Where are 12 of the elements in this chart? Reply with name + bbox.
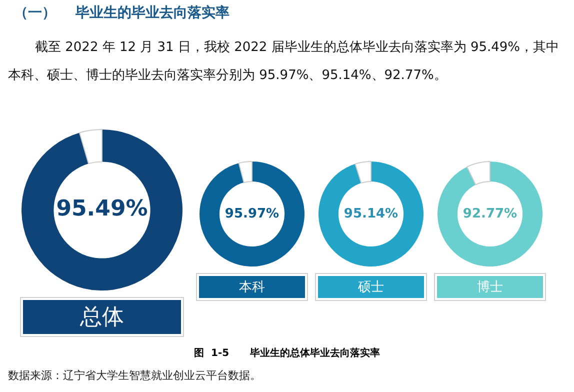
- data-label: 95.14%: [344, 206, 398, 222]
- text: 硕士: [318, 276, 424, 298]
- text: 本科: [199, 276, 305, 298]
- data-label: 95.97%: [224, 206, 280, 222]
- text: 总体: [23, 300, 181, 334]
- data-label: 95.49%: [56, 196, 148, 222]
- text: 博士: [437, 276, 543, 298]
- chart-title: （一） 毕业生的毕业去向落实率: [14, 4, 230, 22]
- source-note: 数据来源：辽宁省大学生智慧就业创业云平台数据。: [8, 368, 261, 383]
- data-label: 92.77%: [462, 206, 518, 222]
- text: 截至 2022 年 12 月 31 日，我校 2022 届毕业生的总体毕业去向落实率为 95.49%，其中本科、硕士、博士的毕业去向落实率分别为 95.97%、95.14%、92.77%。: [8, 39, 560, 85]
- caption: 图 1-5 毕业生的总体毕业去向落实率: [193, 346, 381, 360]
